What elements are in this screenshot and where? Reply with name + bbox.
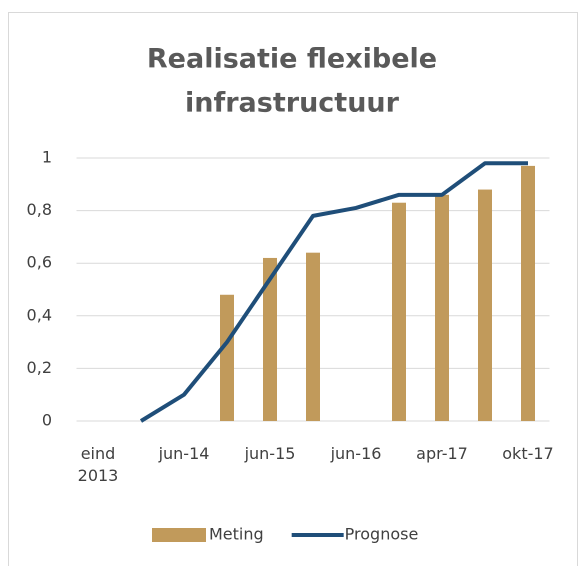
- y-tick-label: 0,6: [27, 253, 52, 272]
- y-tick-label: 1: [42, 148, 52, 167]
- bar: [392, 202, 406, 421]
- x-tick-label: jun-15: [244, 444, 296, 463]
- legend-swatch: [152, 528, 206, 542]
- line: [139, 161, 528, 423]
- bar: [435, 194, 449, 421]
- y-tick-label: 0,4: [27, 305, 52, 324]
- x-tick-label: jun-14: [158, 444, 210, 463]
- bar: [478, 189, 492, 421]
- bar: [521, 165, 535, 421]
- x-tick-label: okt-17: [502, 444, 554, 463]
- chart-border: [8, 12, 578, 566]
- bar: [306, 252, 320, 421]
- x-tick-label: jun-16: [330, 444, 382, 463]
- y-tick-label: 0,8: [27, 200, 52, 219]
- legend-label: Prognose: [345, 525, 419, 544]
- chart-title: infrastructuur: [185, 88, 400, 119]
- y-tick-label: 0: [42, 411, 52, 430]
- y-tick-label: 0,2: [27, 358, 52, 377]
- legend-label: Meting: [209, 525, 264, 544]
- chart-title: Realisatie flexibele: [147, 44, 437, 75]
- x-tick-label: apr-17: [416, 444, 468, 463]
- bar: [220, 294, 234, 421]
- bar: [263, 257, 277, 421]
- x-tick-label: eind 2013: [77, 444, 119, 485]
